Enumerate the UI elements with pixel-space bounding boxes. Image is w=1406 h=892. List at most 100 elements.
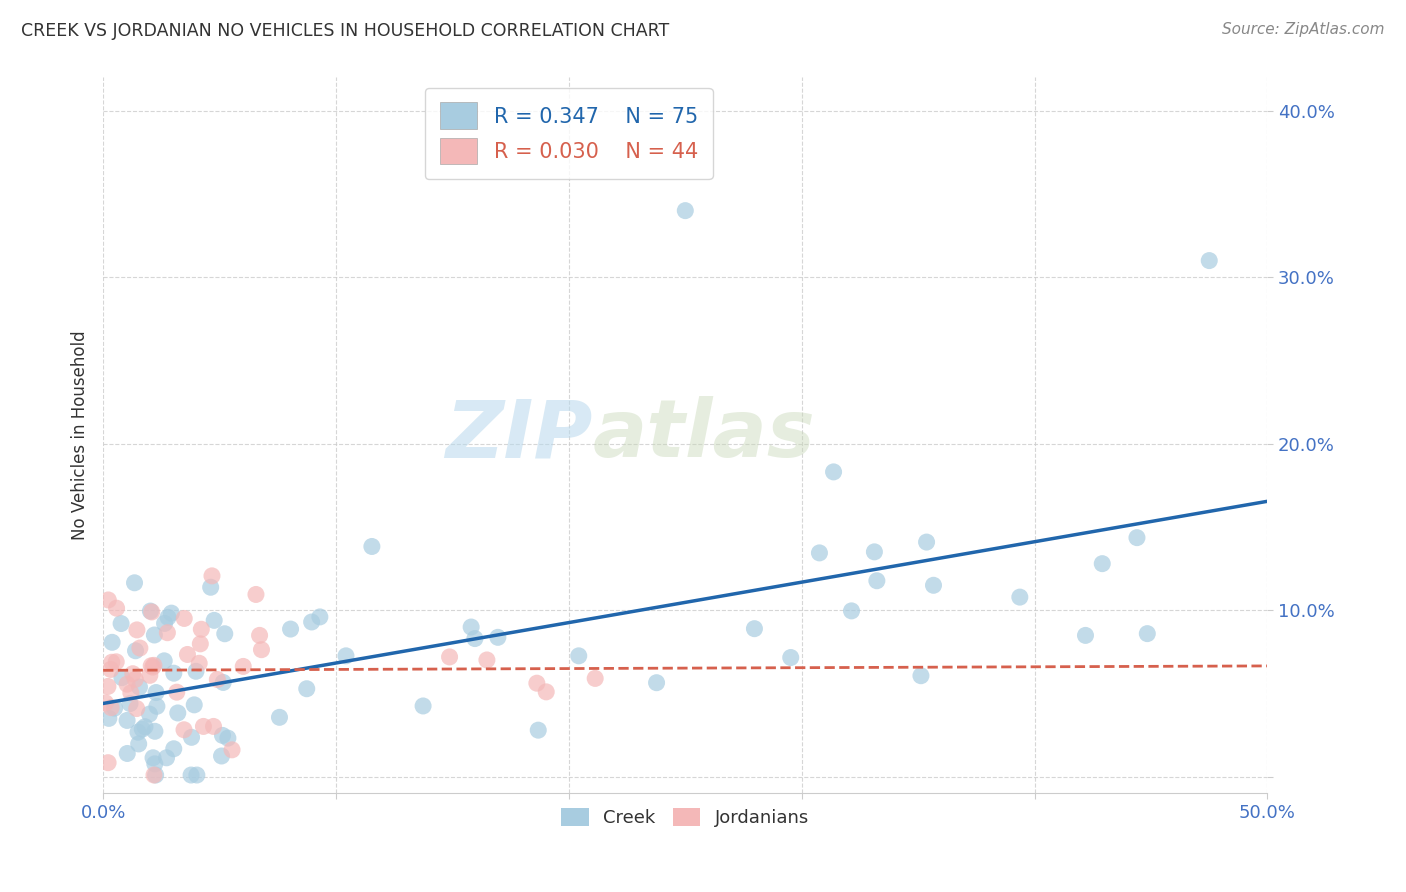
Point	[138, 707, 160, 722]
Point	[439, 649, 461, 664]
Point	[193, 719, 215, 733]
Point	[744, 622, 766, 636]
Point	[153, 616, 176, 631]
Point	[188, 637, 211, 651]
Point	[232, 659, 254, 673]
Point	[101, 635, 124, 649]
Point	[534, 685, 557, 699]
Point	[110, 616, 132, 631]
Point	[360, 540, 382, 554]
Point	[183, 698, 205, 712]
Point	[1008, 590, 1031, 604]
Point	[202, 719, 225, 733]
Point	[1074, 628, 1097, 642]
Point	[475, 653, 498, 667]
Point	[139, 604, 162, 618]
Point	[166, 706, 188, 720]
Text: atlas: atlas	[592, 396, 815, 475]
Point	[568, 648, 591, 663]
Point	[156, 625, 179, 640]
Point	[94, 696, 117, 710]
Point	[910, 669, 932, 683]
Point	[645, 675, 668, 690]
Point	[142, 751, 165, 765]
Point	[142, 660, 165, 674]
Point	[280, 622, 302, 636]
Point	[143, 756, 166, 771]
Point	[97, 593, 120, 607]
Point	[186, 768, 208, 782]
Point	[583, 672, 606, 686]
Point	[125, 701, 148, 715]
Point	[163, 666, 186, 681]
Point	[124, 644, 146, 658]
Point	[101, 655, 124, 669]
Text: CREEK VS JORDANIAN NO VEHICLES IN HOUSEHOLD CORRELATION CHART: CREEK VS JORDANIAN NO VEHICLES IN HOUSEH…	[21, 22, 669, 40]
Point	[779, 650, 801, 665]
Point	[115, 677, 138, 691]
Point	[335, 648, 357, 663]
Point	[486, 630, 509, 644]
Point	[922, 578, 945, 592]
Point	[823, 465, 845, 479]
Point	[207, 673, 229, 687]
Point	[184, 665, 207, 679]
Point	[128, 640, 150, 655]
Point	[464, 632, 486, 646]
Point	[115, 714, 138, 728]
Point	[460, 620, 482, 634]
Point	[173, 723, 195, 737]
Point	[176, 648, 198, 662]
Point	[127, 725, 149, 739]
Point	[125, 623, 148, 637]
Point	[121, 666, 143, 681]
Point	[166, 685, 188, 699]
Point	[526, 676, 548, 690]
Point	[141, 605, 163, 619]
Point	[295, 681, 318, 696]
Point	[142, 658, 165, 673]
Point	[180, 731, 202, 745]
Point	[269, 710, 291, 724]
Point	[100, 700, 122, 714]
Point	[155, 751, 177, 765]
Point	[105, 655, 128, 669]
Point	[124, 673, 146, 687]
Point	[412, 698, 434, 713]
Point	[118, 697, 141, 711]
Point	[157, 610, 180, 624]
Point	[97, 756, 120, 770]
Point	[1091, 557, 1114, 571]
Point	[211, 749, 233, 764]
Point	[217, 731, 239, 745]
Point	[97, 680, 120, 694]
Point	[160, 606, 183, 620]
Point	[100, 662, 122, 676]
Point	[143, 628, 166, 642]
Point	[103, 701, 125, 715]
Point	[214, 626, 236, 640]
Point	[221, 743, 243, 757]
Point	[190, 622, 212, 636]
Point	[128, 680, 150, 694]
Point	[245, 587, 267, 601]
Point	[863, 545, 886, 559]
Point	[131, 722, 153, 736]
Point	[163, 741, 186, 756]
Point	[97, 711, 120, 725]
Point	[111, 671, 134, 685]
Point	[120, 686, 142, 700]
Point	[143, 724, 166, 739]
Point	[249, 628, 271, 642]
Point	[250, 642, 273, 657]
Point	[105, 601, 128, 615]
Legend: Creek, Jordanians: Creek, Jordanians	[554, 801, 817, 834]
Point	[139, 668, 162, 682]
Point	[1136, 626, 1159, 640]
Point	[146, 699, 169, 714]
Point	[141, 658, 163, 673]
Point	[1198, 253, 1220, 268]
Point	[145, 768, 167, 782]
Point	[1126, 531, 1149, 545]
Point	[173, 611, 195, 625]
